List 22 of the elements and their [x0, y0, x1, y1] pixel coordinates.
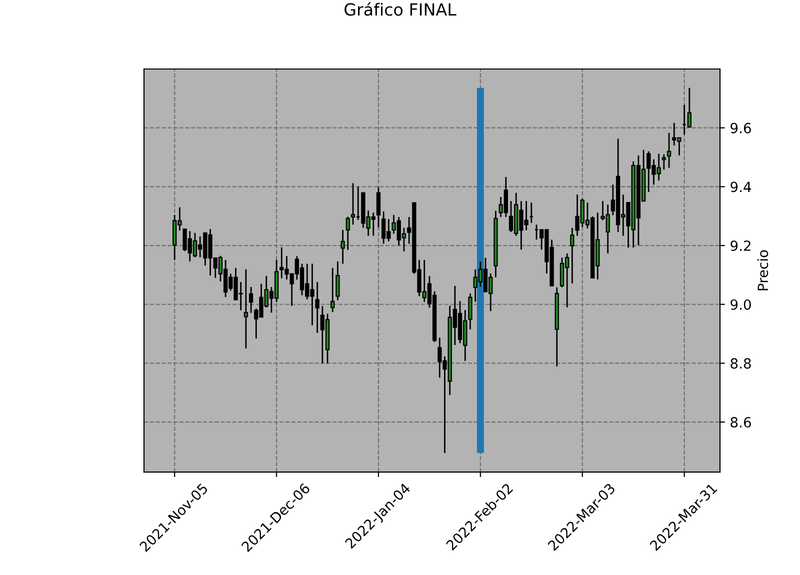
candlestick [376, 186, 381, 228]
y-tick-label: 9.6 [730, 122, 751, 134]
y-tick-label: 9.4 [730, 182, 752, 192]
candlestick [687, 87, 692, 128]
candlestick [244, 268, 248, 350]
candlestick [330, 267, 335, 313]
candlestick [315, 281, 320, 334]
y-tick-label: 9.0 [730, 299, 751, 310]
candlestick [340, 229, 345, 264]
chart-title: Gráfico FINAL [344, 2, 456, 16]
y-tick-label: 9.2 [730, 240, 750, 252]
y-axis-title: Precio [757, 250, 768, 290]
candlestick [570, 227, 574, 284]
candlestick [468, 292, 472, 330]
candlestick [346, 216, 350, 251]
y-tick-label: 8.8 [730, 358, 751, 369]
candlestick [248, 286, 254, 314]
candlestick [666, 132, 672, 169]
y-tick-label: 8.6 [730, 417, 751, 428]
candlestick [336, 260, 340, 301]
candlestick [662, 154, 666, 170]
candlestick [350, 182, 356, 226]
